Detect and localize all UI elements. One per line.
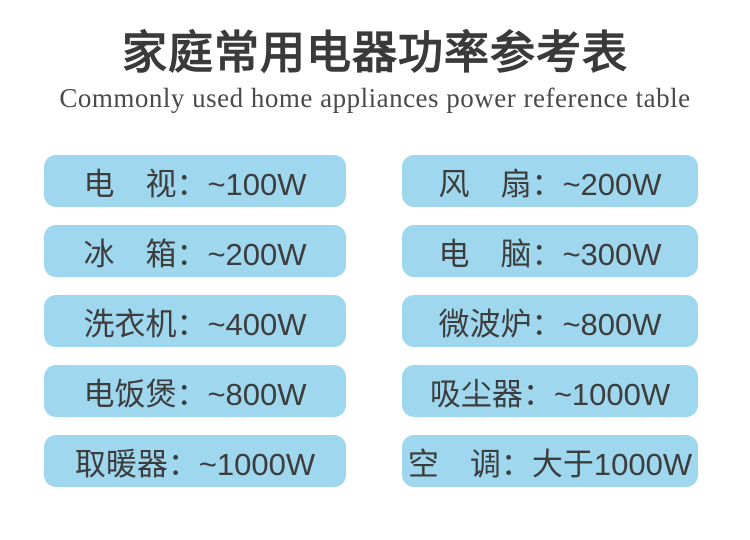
page-title: 家庭常用电器功率参考表: [121, 27, 628, 78]
appliance-cell-tv: 电 视：~100W: [44, 155, 346, 207]
appliance-cell-air-conditioner: 空 调：大于1000W: [402, 435, 698, 487]
header: 家庭常用电器功率参考表 Commonly used home appliance…: [0, 0, 750, 114]
appliance-cell-fan: 风 扇：~200W: [402, 155, 698, 207]
page-subtitle: Commonly used home appliances power refe…: [59, 83, 691, 113]
appliance-cell-rice-cooker: 电饭煲：~800W: [44, 365, 346, 417]
appliance-cell-computer: 电 脑：~300W: [402, 225, 698, 277]
appliance-table: 电 视：~100W 风 扇：~200W 冰 箱：~200W 电 脑：~300W …: [44, 155, 698, 487]
appliance-cell-vacuum: 吸尘器：~1000W: [402, 365, 698, 417]
appliance-cell-fridge: 冰 箱：~200W: [44, 225, 346, 277]
appliance-cell-heater: 取暖器：~1000W: [44, 435, 346, 487]
appliance-cell-microwave: 微波炉：~800W: [402, 295, 698, 347]
appliance-cell-washing-machine: 洗衣机：~400W: [44, 295, 346, 347]
